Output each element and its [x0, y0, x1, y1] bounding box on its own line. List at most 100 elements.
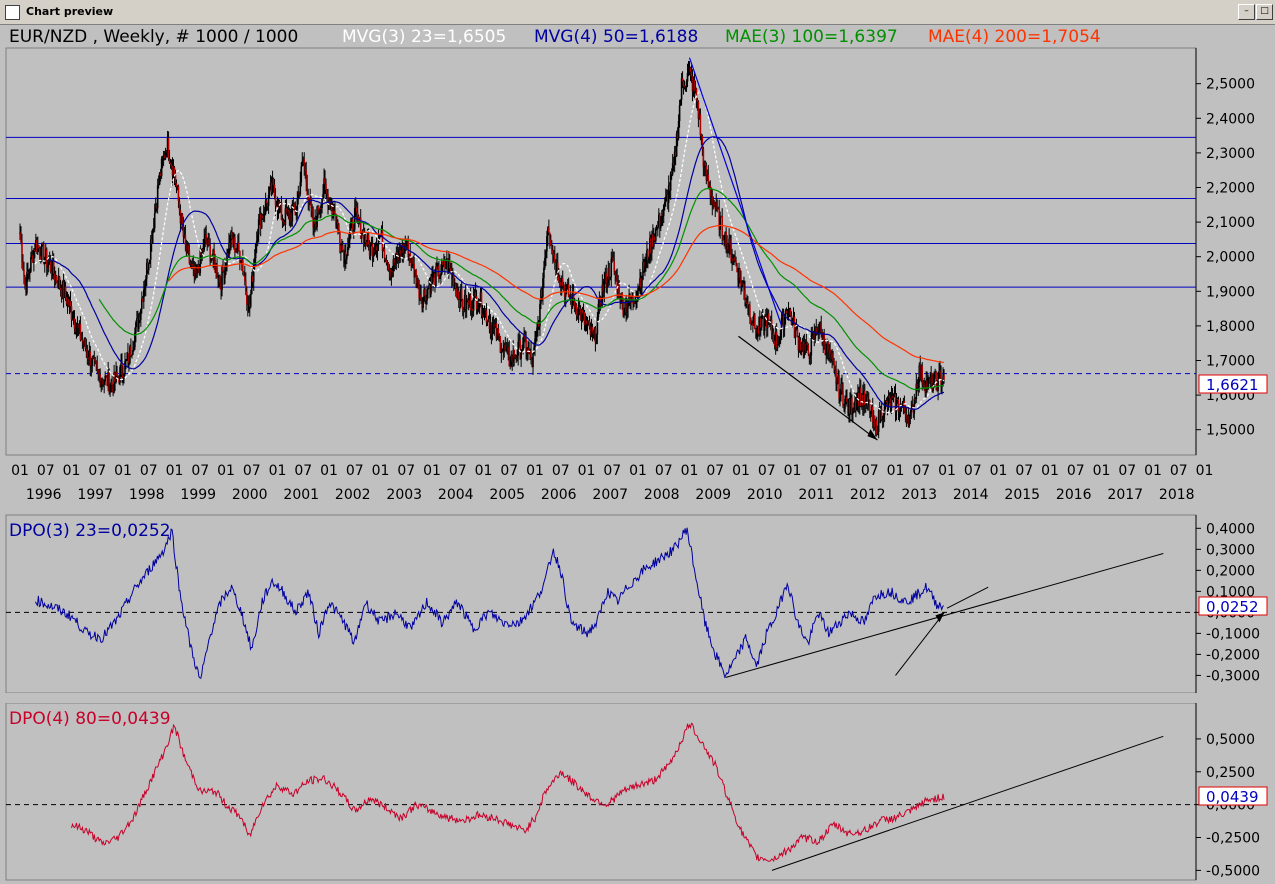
price-candle-body	[748, 305, 750, 310]
price-candle-body	[596, 317, 599, 335]
price-candle-body	[579, 308, 582, 321]
price-candle-body	[21, 241, 23, 262]
price-candle-body	[58, 276, 61, 288]
price-candle-body	[935, 371, 937, 383]
price-candle-body	[366, 234, 369, 246]
price-candle-body	[889, 397, 892, 408]
price-candle-body	[339, 232, 341, 246]
price-candle-body	[572, 291, 575, 302]
price-candle-body	[468, 295, 471, 305]
price-candle-body	[760, 315, 763, 328]
price-candle-body	[42, 244, 45, 264]
dpo3-y-tick-label: -0,2000	[1206, 647, 1260, 663]
panel-splitter-2[interactable]	[0, 693, 1275, 703]
month-tick-label: 01	[732, 463, 750, 479]
price-candle-body	[331, 204, 333, 211]
price-candle-body	[726, 243, 728, 251]
price-candle-body	[71, 319, 74, 321]
price-candle-body	[398, 250, 401, 261]
price-candle-body	[255, 240, 258, 245]
price-candle-body	[724, 232, 726, 246]
price-candle-body	[326, 190, 328, 195]
price-candle-body	[261, 215, 264, 219]
price-candle-body	[476, 308, 479, 310]
price-candle-body	[381, 230, 384, 252]
price-candle-body	[723, 240, 725, 246]
price-candle-body	[815, 327, 818, 333]
price-candle-body	[691, 76, 694, 92]
price-candle-body	[840, 383, 842, 392]
minimize-button[interactable]: –	[1238, 4, 1255, 20]
price-candle-body	[606, 282, 609, 288]
price-candle-body	[54, 275, 57, 281]
price-candle-body	[414, 270, 416, 278]
price-candle-body	[208, 238, 210, 245]
price-candle-body	[698, 114, 701, 119]
price-candle-body	[328, 200, 330, 207]
price-candle-body	[766, 313, 769, 329]
price-candle-body	[790, 315, 793, 326]
price-candle-body	[426, 289, 428, 301]
price-candle-body	[183, 235, 186, 237]
price-candle-body	[882, 414, 885, 419]
price-candle-body	[685, 81, 688, 87]
price-candle-body	[730, 244, 732, 261]
month-tick-label: 01	[1144, 463, 1162, 479]
dpo3-last-value: 0,0252	[1206, 598, 1259, 616]
price-candle-body	[639, 278, 641, 288]
price-candle-body	[248, 304, 251, 307]
price-candle-body	[597, 303, 600, 318]
price-candle-body	[513, 349, 516, 359]
price-candle-body	[473, 292, 476, 296]
price-candle-body	[433, 273, 435, 276]
price-candle-body	[111, 381, 113, 386]
price-candle-body	[297, 191, 300, 199]
price-candle-body	[520, 351, 522, 359]
month-tick-label: 07	[1118, 463, 1136, 479]
price-candle-body	[876, 431, 879, 435]
dpo3-last-value-box	[1198, 596, 1268, 616]
maximize-button[interactable]: □	[1256, 4, 1273, 20]
price-candle-body	[338, 224, 340, 233]
price-candle-body	[87, 357, 90, 360]
price-candle-body	[542, 278, 544, 297]
price-candle-body	[917, 382, 920, 388]
price-candle-body	[22, 261, 24, 270]
month-tick-label: 01	[114, 463, 132, 479]
price-candle-body	[296, 198, 299, 210]
price-candle-body	[23, 269, 25, 277]
price-candle-body	[937, 372, 939, 391]
price-candle-body	[186, 245, 189, 253]
price-candle-body	[453, 284, 456, 290]
panel-splitter[interactable]	[0, 500, 1275, 510]
price-candle-body	[810, 335, 813, 356]
price-candle-body	[795, 328, 798, 330]
price-candle-body	[859, 387, 861, 406]
price-candle-body	[848, 398, 850, 414]
price-candle-body	[880, 408, 883, 420]
price-candle-body	[780, 317, 783, 330]
price-candle-body	[664, 196, 667, 202]
dpo3-y-tick-label: -0,3000	[1206, 668, 1260, 684]
price-candle-body	[452, 275, 455, 290]
price-candle-body	[495, 323, 498, 339]
price-candle-body	[182, 226, 185, 237]
month-tick-label: 01	[990, 463, 1008, 479]
price-candle-body	[86, 351, 89, 358]
price-candle-body	[279, 202, 282, 208]
price-candle-body	[761, 315, 764, 317]
price-candle-body	[512, 349, 515, 362]
price-candle-body	[549, 232, 551, 240]
month-tick-label: 07	[603, 463, 621, 479]
price-candle-body	[778, 337, 781, 344]
month-tick-label: 07	[191, 463, 209, 479]
price-candle-body	[729, 238, 731, 245]
price-candle-body	[249, 293, 252, 307]
price-candle-body	[934, 371, 936, 374]
price-candle-body	[593, 328, 596, 335]
price-candle-body	[721, 216, 723, 236]
price-candle-body	[449, 261, 451, 269]
price-candle-body	[751, 323, 753, 325]
price-candle-body	[432, 275, 434, 283]
price-candle-body	[692, 80, 695, 92]
